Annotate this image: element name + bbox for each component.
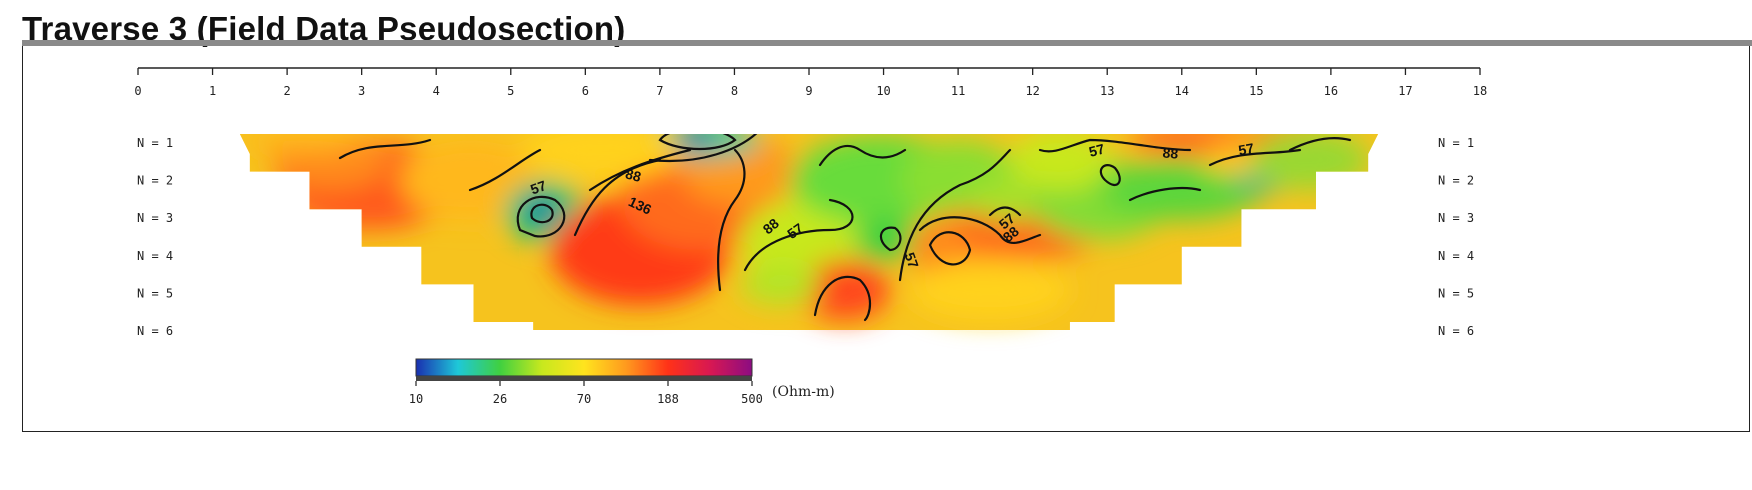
color-region xyxy=(910,260,1070,320)
x-tick-label: 0 xyxy=(134,84,141,98)
colorbar-tick-label: 10 xyxy=(409,392,423,406)
colorbar-unit: (Ohm-m) xyxy=(772,384,835,400)
contour-label: 57 xyxy=(1087,140,1106,160)
color-region xyxy=(970,180,1050,220)
contour-line xyxy=(898,148,1012,282)
contour-label: 88 xyxy=(624,165,643,185)
contour-line xyxy=(1288,136,1352,152)
contour-line xyxy=(928,231,972,266)
contour-line xyxy=(1208,148,1302,167)
contour-line xyxy=(813,275,872,322)
x-tick-label: 10 xyxy=(876,84,890,98)
resistivity-pseudosection xyxy=(240,134,1379,330)
contour-line xyxy=(717,148,746,292)
x-tick-label: 18 xyxy=(1473,84,1487,98)
x-tick-label: 14 xyxy=(1175,84,1189,98)
color-region xyxy=(526,198,554,222)
colorbar-tick-label: 188 xyxy=(657,392,679,406)
x-tick-label: 16 xyxy=(1324,84,1338,98)
colorbar xyxy=(415,358,753,377)
depth-level-label-right: N = 6 xyxy=(1438,324,1474,338)
depth-level-label-right: N = 4 xyxy=(1438,249,1474,263)
x-tick-label: 3 xyxy=(358,84,365,98)
x-tick-label: 13 xyxy=(1100,84,1114,98)
color-region xyxy=(677,134,713,146)
depth-level-label-right: N = 5 xyxy=(1438,286,1474,300)
title-underline xyxy=(22,40,1752,46)
color-region xyxy=(240,134,360,152)
depth-level-label-left: N = 1 xyxy=(137,136,173,150)
depth-level-label-right: N = 1 xyxy=(1438,136,1474,150)
color-region xyxy=(800,260,890,320)
contour-line xyxy=(818,144,907,167)
depth-level-label-left: N = 2 xyxy=(137,174,173,188)
contour-line xyxy=(648,134,762,163)
x-axis-ticks: 0 1 2 3 4 5 6 7 8 9 10 11 12 13 14 15 16 17 18 xyxy=(134,68,1487,98)
contour-label: 57 xyxy=(902,250,922,270)
depth-level-label-left: N = 6 xyxy=(137,324,173,338)
x-tick-label: 2 xyxy=(283,84,290,98)
contour-line xyxy=(530,203,554,224)
contour-line xyxy=(658,134,737,151)
color-region xyxy=(1010,134,1110,190)
contour-line xyxy=(918,216,1042,245)
contour-label: 57 xyxy=(528,177,548,197)
color-region xyxy=(740,200,860,280)
colorbar-tick-label: 500 xyxy=(741,392,763,406)
colorbar-tick-label: 26 xyxy=(493,392,507,406)
contour-line xyxy=(468,148,542,192)
color-region xyxy=(855,218,915,262)
x-tick-label: 5 xyxy=(507,84,514,98)
x-tick-label: 9 xyxy=(805,84,812,98)
depth-level-label-left: N = 3 xyxy=(137,211,173,225)
depth-level-label-left: N = 5 xyxy=(137,286,173,300)
x-tick-label: 8 xyxy=(731,84,738,98)
x-tick-label: 7 xyxy=(656,84,663,98)
colorbar-ticks: 10 26 70 188 500 xyxy=(409,381,763,406)
contour-line xyxy=(988,206,1022,217)
depth-level-label-right: N = 3 xyxy=(1438,211,1474,225)
x-tick-label: 15 xyxy=(1249,84,1263,98)
x-tick-label: 17 xyxy=(1398,84,1412,98)
contour-line xyxy=(516,195,566,238)
x-tick-label: 11 xyxy=(951,84,965,98)
x-tick-label: 4 xyxy=(433,84,440,98)
x-tick-label: 1 xyxy=(209,84,216,98)
contour-label: 57 xyxy=(1237,140,1255,158)
color-region xyxy=(520,134,680,180)
x-tick-label: 6 xyxy=(582,84,589,98)
contour-line xyxy=(588,148,692,192)
color-region xyxy=(1250,134,1370,190)
depth-level-label-left: N = 4 xyxy=(137,249,173,263)
contour-line xyxy=(338,138,432,160)
colorbar-shadow xyxy=(416,376,752,381)
x-tick-label: 12 xyxy=(1025,84,1039,98)
color-region xyxy=(400,140,540,220)
contour-line xyxy=(743,198,854,272)
color-region xyxy=(1100,160,1260,220)
contour-line xyxy=(1128,186,1202,202)
colorbar-tick-label: 70 xyxy=(577,392,591,406)
color-region xyxy=(740,265,820,305)
depth-level-label-right: N = 2 xyxy=(1438,174,1474,188)
contour-line xyxy=(1099,164,1121,186)
contour-line xyxy=(1038,138,1192,153)
chart-panel xyxy=(22,46,1750,432)
contour-label: 88 xyxy=(1162,144,1179,161)
depth-level-labels: N = 1 N = 1 N = 2 N = 2 N = 3 N = 3 N = 4 N = 4… xyxy=(137,136,1474,338)
contour-line xyxy=(879,226,902,252)
